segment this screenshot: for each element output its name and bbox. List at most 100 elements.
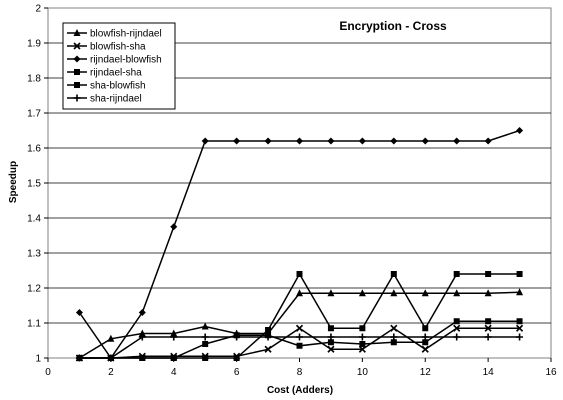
data-point-diamond — [390, 137, 398, 145]
data-point-square — [327, 339, 334, 346]
x-tick-label: 14 — [483, 367, 495, 378]
legend-item: sha-blowfish — [67, 81, 146, 92]
data-point-square — [485, 318, 492, 325]
data-point-square — [296, 342, 303, 349]
data-point-triangle — [484, 289, 492, 297]
data-point-x — [453, 324, 461, 332]
data-point-plus — [358, 333, 366, 341]
y-tick-label: 1.1 — [27, 319, 41, 330]
legend-label: rijndael-blowfish — [90, 55, 162, 66]
legend-item: blowfish-sha — [67, 42, 146, 53]
legend-item: rijndael-sha — [67, 68, 142, 79]
data-point-square — [139, 355, 146, 361]
y-tick-label: 1.2 — [27, 284, 41, 295]
data-point-triangle — [453, 289, 461, 297]
data-point-square — [453, 318, 460, 325]
data-point-square — [390, 271, 397, 277]
data-point-plus — [233, 333, 241, 341]
data-point-x — [484, 324, 492, 332]
data-point-square — [296, 271, 303, 277]
data-point-square — [359, 341, 366, 347]
data-point-triangle — [107, 334, 115, 342]
y-tick-label: 1.6 — [27, 144, 41, 155]
data-point-square — [265, 327, 272, 333]
x-tick-label: 2 — [108, 367, 114, 378]
data-point-x — [295, 324, 304, 332]
data-point-x — [390, 324, 398, 332]
data-point-triangle — [390, 289, 398, 297]
data-point-plus — [73, 94, 81, 102]
legend-label: blowfish-sha — [90, 42, 146, 53]
y-tick-label: 1.8 — [27, 74, 41, 85]
data-point-plus — [484, 333, 492, 341]
data-point-triangle — [201, 322, 209, 330]
data-point-x — [327, 345, 335, 353]
data-point-x — [264, 345, 272, 353]
data-point-square — [485, 271, 492, 277]
data-point-triangle — [138, 329, 146, 337]
data-point-triangle — [327, 289, 335, 297]
chart-title: Encryption - Cross — [339, 19, 447, 33]
data-point-triangle — [73, 29, 81, 36]
x-axis-ticks: 0 2 4 6 8 10 12 14 16 — [45, 358, 557, 378]
y-axis-ticks: 1 1.1 1.2 1.3 1.4 1.5 1.6 1.7 1.8 1.9 2 — [27, 4, 48, 365]
data-point-square — [390, 339, 397, 346]
y-tick-label: 1 — [35, 354, 41, 365]
data-point-x — [515, 324, 524, 332]
legend-item: sha-rijndael — [67, 94, 142, 105]
data-point-diamond — [201, 137, 209, 145]
data-point-x — [358, 345, 366, 353]
data-point-diamond — [233, 137, 241, 145]
data-point-square — [202, 355, 209, 361]
data-point-plus — [170, 333, 178, 341]
legend-box — [62, 22, 176, 110]
x-tick-label: 4 — [171, 367, 177, 378]
data-point-plus — [327, 333, 335, 341]
data-point-plus — [107, 354, 115, 362]
data-point-triangle — [516, 288, 524, 296]
data-point-plus — [75, 354, 83, 362]
data-point-square — [453, 271, 460, 277]
legend-label: blowfish-rijndael — [90, 29, 162, 40]
legend-label: sha-blowfish — [90, 81, 146, 92]
data-point-square — [516, 271, 523, 277]
data-point-square — [327, 325, 334, 332]
data-point-diamond — [264, 137, 272, 145]
y-tick-label: 1.5 — [27, 179, 41, 190]
data-point-plus — [138, 333, 146, 341]
y-axis-title: Speedup — [8, 161, 19, 203]
data-point-square — [202, 341, 209, 347]
data-point-square — [74, 69, 80, 75]
x-tick-label: 0 — [45, 367, 51, 378]
data-point-plus — [421, 333, 429, 341]
x-axis-title: Cost (Adders) — [267, 385, 333, 396]
x-tick-label: 8 — [297, 367, 303, 378]
data-point-diamond — [453, 137, 461, 145]
legend-item: rijndael-blowfish — [67, 55, 162, 66]
legend: blowfish-rijndael blowfish-sha rijndael-bl… — [62, 22, 176, 110]
data-point-plus — [453, 333, 461, 341]
data-point-diamond — [138, 309, 146, 316]
x-tick-label: 6 — [234, 367, 240, 378]
data-point-diamond — [327, 137, 335, 145]
y-tick-label: 1.4 — [27, 214, 41, 225]
data-point-x — [73, 42, 81, 50]
data-point-square — [422, 339, 429, 346]
legend-label: rijndael-sha — [90, 68, 142, 79]
y-tick-label: 1.3 — [27, 249, 41, 260]
x-tick-label: 16 — [545, 367, 557, 378]
data-point-plus — [390, 333, 398, 341]
data-point-square — [74, 82, 80, 88]
data-point-triangle — [421, 289, 429, 297]
data-point-square — [422, 325, 429, 332]
data-point-plus — [516, 333, 524, 341]
data-point-diamond — [358, 137, 366, 145]
data-point-x — [421, 345, 429, 353]
data-point-triangle — [296, 289, 303, 297]
legend-item: blowfish-rijndael — [67, 29, 162, 40]
data-point-plus — [264, 333, 272, 341]
data-point-plus — [296, 333, 303, 341]
data-point-square — [233, 355, 240, 361]
data-point-square — [359, 325, 366, 332]
